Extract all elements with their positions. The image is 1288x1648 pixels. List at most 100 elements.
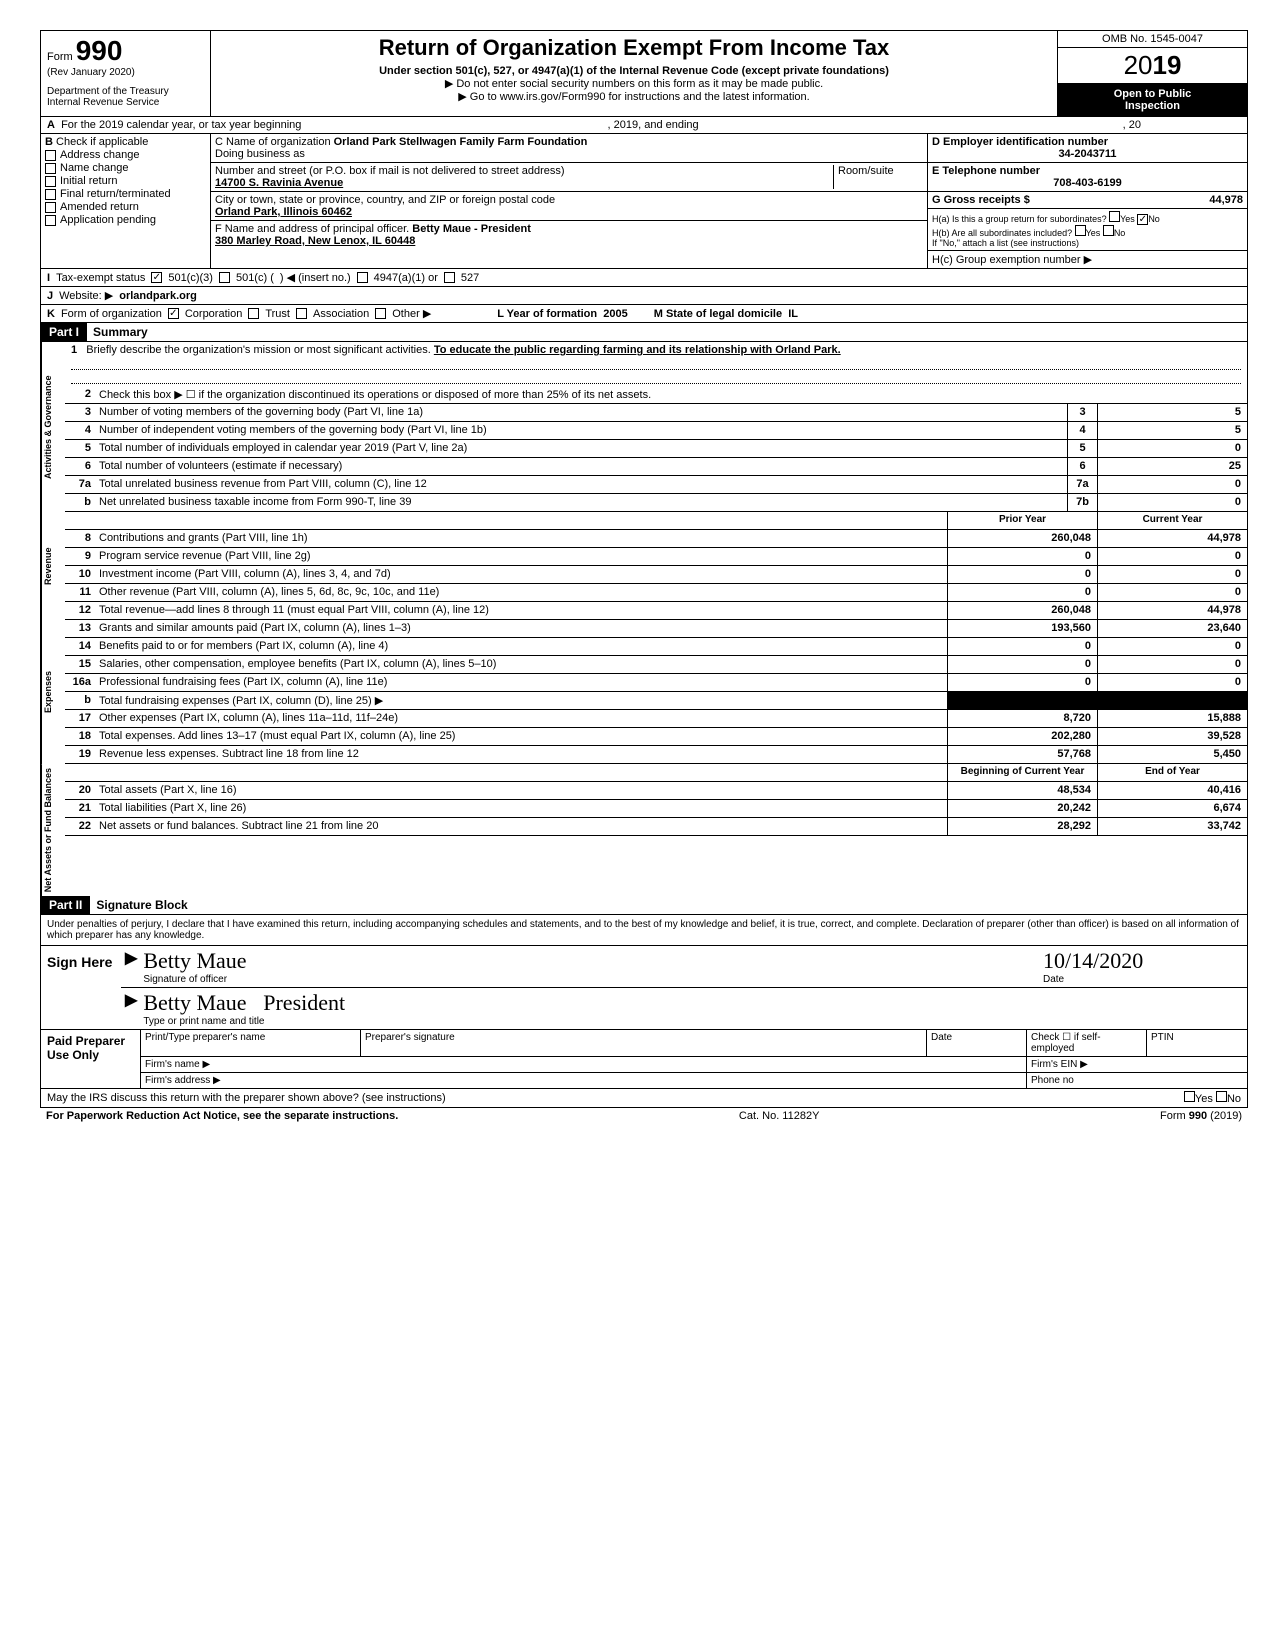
chk-527[interactable]: [444, 272, 455, 283]
j-text: Website: ▶: [59, 289, 113, 302]
line-1: 1 Briefly describe the organization's mi…: [65, 342, 1247, 386]
chk-501c3[interactable]: [151, 272, 162, 283]
line-3: 3 Number of voting members of the govern…: [65, 404, 1247, 422]
chk-assoc[interactable]: [296, 308, 307, 319]
ha-yes[interactable]: [1109, 211, 1120, 222]
room-label: Room/suite: [833, 165, 923, 189]
ein-value: 34-2043711: [932, 148, 1243, 160]
street-value: 14700 S. Ravinia Avenue: [215, 177, 343, 189]
form-title: Return of Organization Exempt From Incom…: [217, 35, 1051, 61]
header-center: Return of Organization Exempt From Incom…: [211, 31, 1057, 116]
row-a-text2: , 2019, and ending: [608, 119, 699, 131]
phone-value: 708-403-6199: [932, 177, 1243, 189]
chk-other[interactable]: [375, 308, 386, 319]
line-b: b Total fundraising expenses (Part IX, c…: [65, 692, 1247, 710]
j-label: J: [47, 290, 53, 302]
chk-4947[interactable]: [357, 272, 368, 283]
summary-netassets: Net Assets or Fund Balances Beginning of…: [41, 764, 1247, 896]
hb-yes[interactable]: [1075, 225, 1086, 236]
discuss-yes[interactable]: [1184, 1091, 1195, 1102]
chk-app-pending[interactable]: Application pending: [45, 214, 206, 226]
l-label: L Year of formation: [497, 308, 597, 320]
hc-label: H(c) Group exemption number ▶: [928, 251, 1247, 268]
vtab-netassets: Net Assets or Fund Balances: [41, 764, 65, 896]
chk-address-change[interactable]: Address change: [45, 149, 206, 161]
row-k: K Form of organization Corporation Trust…: [41, 305, 1247, 323]
line-5: 5 Total number of individuals employed i…: [65, 440, 1247, 458]
form-header: Form 990 (Rev January 2020) Department o…: [41, 31, 1247, 117]
chk-final-return[interactable]: Final return/terminated: [45, 188, 206, 200]
line-2: 2 Check this box ▶ ☐ if the organization…: [65, 386, 1247, 404]
open-label: Open to Public: [1062, 88, 1243, 100]
row-j: J Website: ▶ orlandpark.org: [41, 287, 1247, 305]
footer-right: Form 990 (2019): [1160, 1110, 1242, 1122]
line-16a: 16a Professional fundraising fees (Part …: [65, 674, 1247, 692]
sign-here-label: Sign Here: [41, 946, 121, 1029]
part-1-header: Part I Summary: [41, 323, 1247, 342]
ptin-label: PTIN: [1147, 1030, 1247, 1056]
officer-name: Betty Maue - President: [412, 223, 531, 235]
chk-501c[interactable]: [219, 272, 230, 283]
officer-addr: 380 Marley Road, New Lenox, IL 60448: [215, 235, 415, 247]
e-label: E Telephone number: [932, 165, 1040, 177]
line-20: 20 Total assets (Part X, line 16) 48,534…: [65, 782, 1247, 800]
line-11: 11 Other revenue (Part VIII, column (A),…: [65, 584, 1247, 602]
firm-ein-label: Firm's EIN ▶: [1027, 1057, 1247, 1072]
part-2-header: Part II Signature Block: [41, 896, 1247, 915]
firm-addr-label: Firm's address ▶: [141, 1073, 1027, 1088]
f-label: F Name and address of principal officer.: [215, 223, 409, 235]
hb-note: If "No," attach a list (see instructions…: [932, 238, 1079, 248]
row-i: I Tax-exempt status 501(c)(3) 501(c) ( )…: [41, 269, 1247, 287]
chk-trust[interactable]: [248, 308, 259, 319]
discuss-no[interactable]: [1216, 1091, 1227, 1102]
col-b-header: Check if applicable: [56, 136, 148, 148]
hb-no[interactable]: [1103, 225, 1114, 236]
tax-year: 2019: [1058, 48, 1247, 84]
city-label: City or town, state or province, country…: [215, 194, 555, 206]
k-text: Form of organization: [61, 308, 162, 320]
vtab-revenue: Revenue: [41, 512, 65, 620]
form-label: Form: [47, 51, 73, 63]
discuss-text: May the IRS discuss this return with the…: [47, 1092, 446, 1104]
inspection-label: Inspection: [1062, 100, 1243, 112]
sign-here-block: Sign Here ▶ Betty Maue Signature of offi…: [41, 946, 1247, 1030]
discuss-row: May the IRS discuss this return with the…: [41, 1089, 1247, 1107]
d-label: D Employer identification number: [932, 136, 1108, 148]
footer: For Paperwork Reduction Act Notice, see …: [40, 1108, 1248, 1124]
sig-date: 10/14/2020: [1043, 948, 1143, 973]
net-header: Beginning of Current Year End of Year: [65, 764, 1247, 782]
paid-label: Paid Preparer Use Only: [41, 1030, 141, 1088]
signature: Betty Maue: [143, 948, 246, 973]
part2-title: Signature Block: [90, 896, 193, 914]
arrow-icon: ▶: [125, 990, 137, 1027]
chk-name-change[interactable]: Name change: [45, 162, 206, 174]
line-12: 12 Total revenue—add lines 8 through 11 …: [65, 602, 1247, 620]
ha-no[interactable]: [1137, 214, 1148, 225]
form-note-2: ▶ Go to www.irs.gov/Form990 for instruct…: [217, 90, 1051, 103]
hb-label: H(b) Are all subordinates included?: [932, 228, 1072, 238]
section-bk: B Check if applicable Address change Nam…: [41, 134, 1247, 269]
form-rev: (Rev January 2020): [47, 67, 204, 78]
prep-date-label: Date: [927, 1030, 1027, 1056]
chk-amended[interactable]: Amended return: [45, 201, 206, 213]
line-18: 18 Total expenses. Add lines 13–17 (must…: [65, 728, 1247, 746]
dept-treasury: Department of the Treasury: [47, 86, 204, 97]
line-7a: 7a Total unrelated business revenue from…: [65, 476, 1247, 494]
line-9: 9 Program service revenue (Part VIII, li…: [65, 548, 1247, 566]
state-domicile: IL: [788, 308, 798, 320]
mission-text: To educate the public regarding farming …: [434, 344, 841, 356]
city-value: Orland Park, Illinois 60462: [215, 206, 352, 218]
line-8: 8 Contributions and grants (Part VIII, l…: [65, 530, 1247, 548]
line-21: 21 Total liabilities (Part X, line 26) 2…: [65, 800, 1247, 818]
footer-center: Cat. No. 11282Y: [739, 1110, 820, 1122]
chk-initial-return[interactable]: Initial return: [45, 175, 206, 187]
chk-corp[interactable]: [168, 308, 179, 319]
date-label: Date: [1043, 974, 1064, 985]
line-13: 13 Grants and similar amounts paid (Part…: [65, 620, 1247, 638]
paid-preparer-block: Paid Preparer Use Only Print/Type prepar…: [41, 1030, 1247, 1089]
website-value: orlandpark.org: [119, 290, 197, 302]
street-label: Number and street (or P.O. box if mail i…: [215, 165, 565, 177]
line-14: 14 Benefits paid to or for members (Part…: [65, 638, 1247, 656]
line-10: 10 Investment income (Part VIII, column …: [65, 566, 1247, 584]
dba-label: Doing business as: [215, 148, 305, 160]
